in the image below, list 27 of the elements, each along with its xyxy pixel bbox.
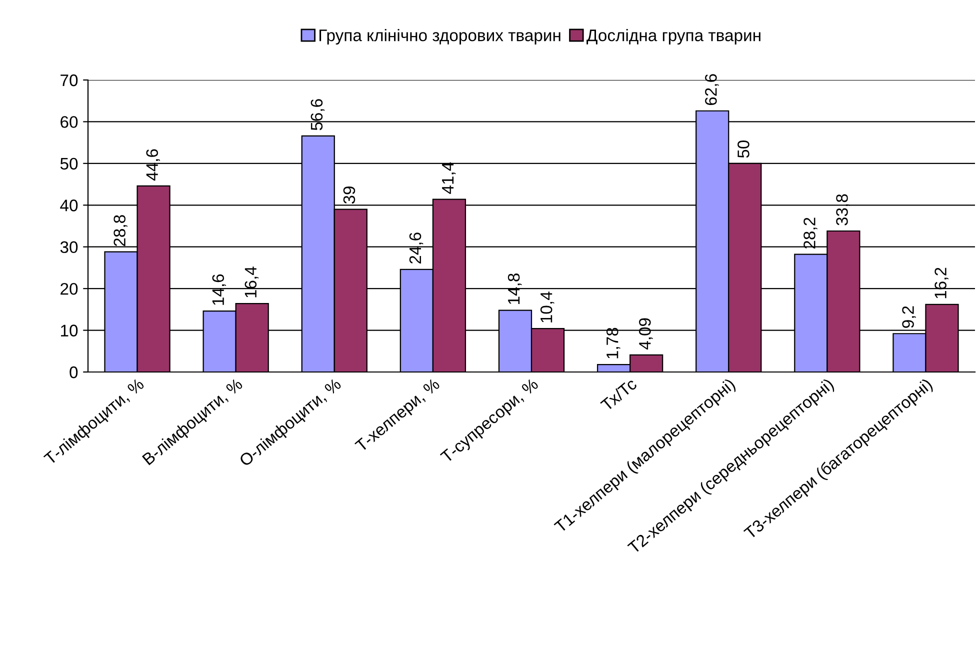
data-label: 24,6 [409, 232, 424, 264]
legend-label: Дослідна група тварин [586, 29, 760, 45]
y-tick-label: 0 [70, 366, 78, 378]
data-label: 28,2 [804, 218, 818, 249]
data-label: 1,78 [606, 328, 620, 358]
y-tick-label: 40 [60, 200, 78, 212]
y-tick-label: 20 [60, 282, 78, 295]
y-tick-label: 70 [60, 74, 78, 86]
y-tick-label: 50 [60, 158, 78, 170]
data-label: 50 [738, 140, 750, 158]
data-label: 9,2 [902, 306, 916, 328]
data-label: 4,09 [638, 318, 653, 350]
y-tick-label: 60 [60, 116, 78, 128]
y-tick-label: 10 [61, 324, 78, 336]
data-label: 41,4 [442, 162, 456, 194]
data-label: 14,6 [212, 274, 226, 305]
data-label: 33,8 [836, 194, 850, 226]
data-label: 56,6 [310, 99, 325, 130]
data-label: 16,4 [244, 266, 259, 298]
data-label: 44,6 [146, 149, 160, 181]
y-tick-label: 30 [60, 241, 78, 254]
legend-label: Група клінічно здорових тварин [320, 29, 560, 45]
data-label: 10,4 [540, 292, 554, 322]
data-label: 39 [343, 186, 356, 204]
data-label: 14,8 [508, 274, 522, 304]
data-label: 28,8 [114, 215, 128, 246]
data-label: 62,6 [705, 74, 719, 106]
